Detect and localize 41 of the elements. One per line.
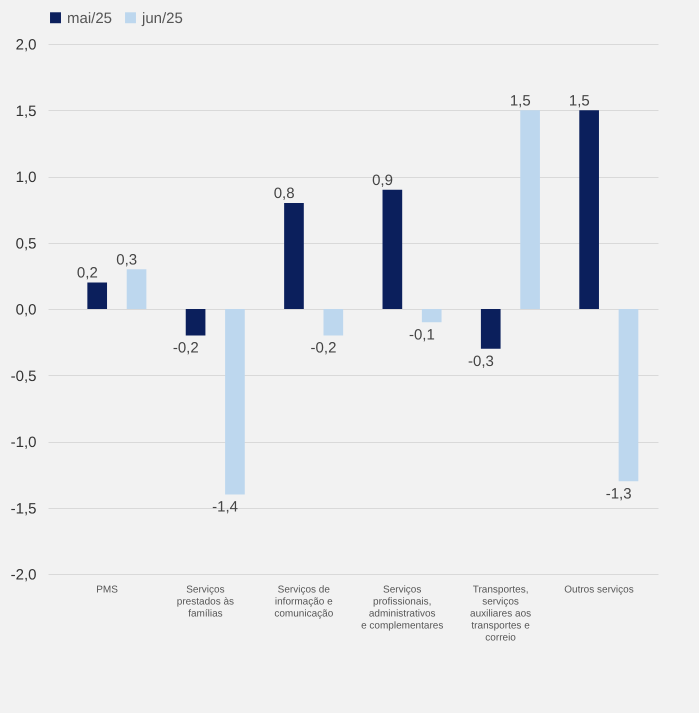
data-label: 1,5	[568, 92, 590, 110]
bar	[480, 309, 501, 349]
x-tick-label: Outros serviços	[564, 584, 634, 596]
data-label: 0,2	[76, 264, 98, 282]
y-tick-label: -0,5	[10, 368, 36, 385]
legend-label: jun/25	[141, 10, 183, 27]
data-label: 0,9	[372, 172, 393, 189]
data-label: -0,2	[310, 340, 336, 356]
y-tick-label: 1,5	[16, 102, 36, 120]
x-tick-label: PMS	[96, 584, 118, 596]
bar	[520, 110, 540, 309]
data-label: -0,1	[408, 326, 435, 344]
y-tick-label: -1,0	[10, 434, 36, 451]
y-tick-label: 0,0	[16, 302, 36, 318]
data-label: -1,3	[606, 485, 632, 502]
data-label: -0,3	[468, 352, 494, 370]
y-tick-label: -1,5	[10, 500, 36, 518]
y-tick-label: 2,0	[16, 36, 36, 54]
data-label: 0,3	[116, 251, 138, 268]
bar	[284, 203, 304, 309]
data-label: -0,2	[172, 340, 199, 356]
y-tick-label: -2,0	[10, 566, 36, 584]
x-tick-label: Serviços profissionais, administrativos e complementares	[361, 584, 444, 632]
legend-label: mai/25	[67, 10, 112, 27]
x-tick-label: Serviços prestados às famílias	[176, 584, 234, 620]
data-label: -1,4	[212, 498, 238, 516]
bar	[618, 309, 638, 482]
bar	[382, 190, 402, 309]
bar	[422, 309, 442, 322]
bar	[186, 309, 206, 336]
bar	[323, 309, 344, 336]
y-tick-label: 0,5	[16, 235, 36, 252]
x-tick-label: Serviços de informação e comunicação	[274, 584, 334, 620]
bar	[87, 282, 108, 309]
data-label: 0,8	[274, 185, 295, 202]
data-label: 1,5	[510, 92, 531, 110]
y-tick-label: 1,0	[16, 169, 36, 186]
x-tick-label: Transportes, serviços auxiliares aos transportes e correio	[470, 584, 532, 644]
bar	[225, 309, 245, 494]
bar	[126, 269, 146, 309]
bar	[579, 110, 599, 309]
